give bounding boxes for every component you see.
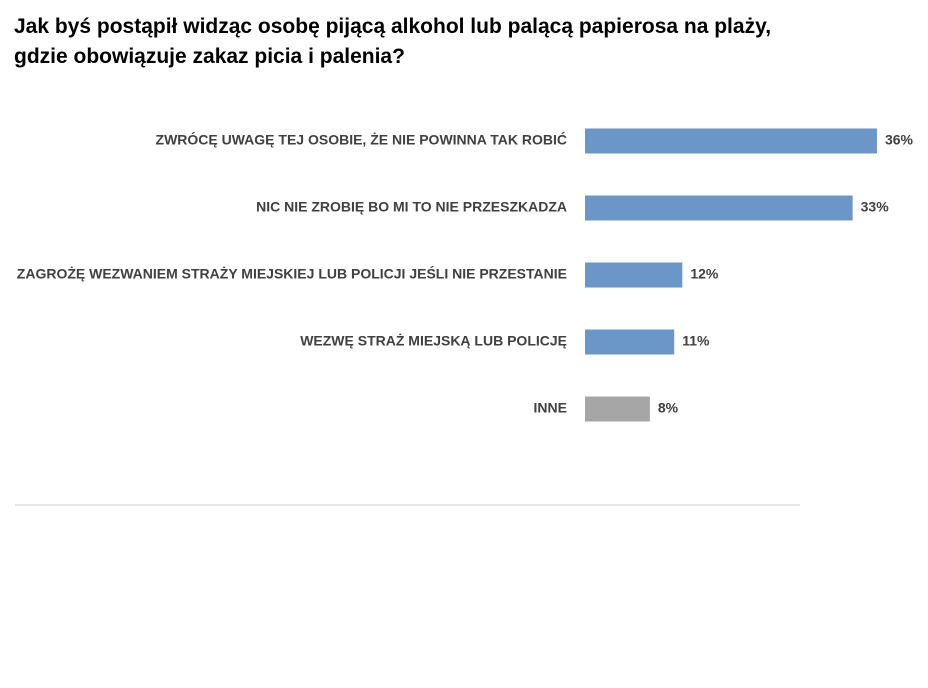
category-label: INNE <box>534 400 567 416</box>
category-label: WEZWĘ STRAŻ MIEJSKĄ LUB POLICJĘ <box>300 333 567 349</box>
category-label: ZAGROŻĘ WEZWANIEM STRAŻY MIEJSKIEJ LUB P… <box>17 265 567 282</box>
bar <box>585 329 675 355</box>
category-label: NIC NIE ZROBIĘ BO MI TO NIE PRZESZKADZA <box>256 199 567 215</box>
chart-title: Jak byś postąpił widząc osobę pijącą alk… <box>14 15 772 68</box>
value-label: 8% <box>658 400 679 416</box>
value-label: 11% <box>682 333 710 349</box>
bar <box>585 195 853 221</box>
category-label: ZWRÓCĘ UWAGĘ TEJ OSOBIE, ŻE NIE POWINNA … <box>156 131 567 148</box>
value-label: 33% <box>861 199 890 215</box>
bar <box>585 396 650 422</box>
bar <box>585 262 683 288</box>
value-label: 36% <box>885 132 914 148</box>
bar <box>585 128 877 154</box>
value-label: 12% <box>690 266 719 282</box>
